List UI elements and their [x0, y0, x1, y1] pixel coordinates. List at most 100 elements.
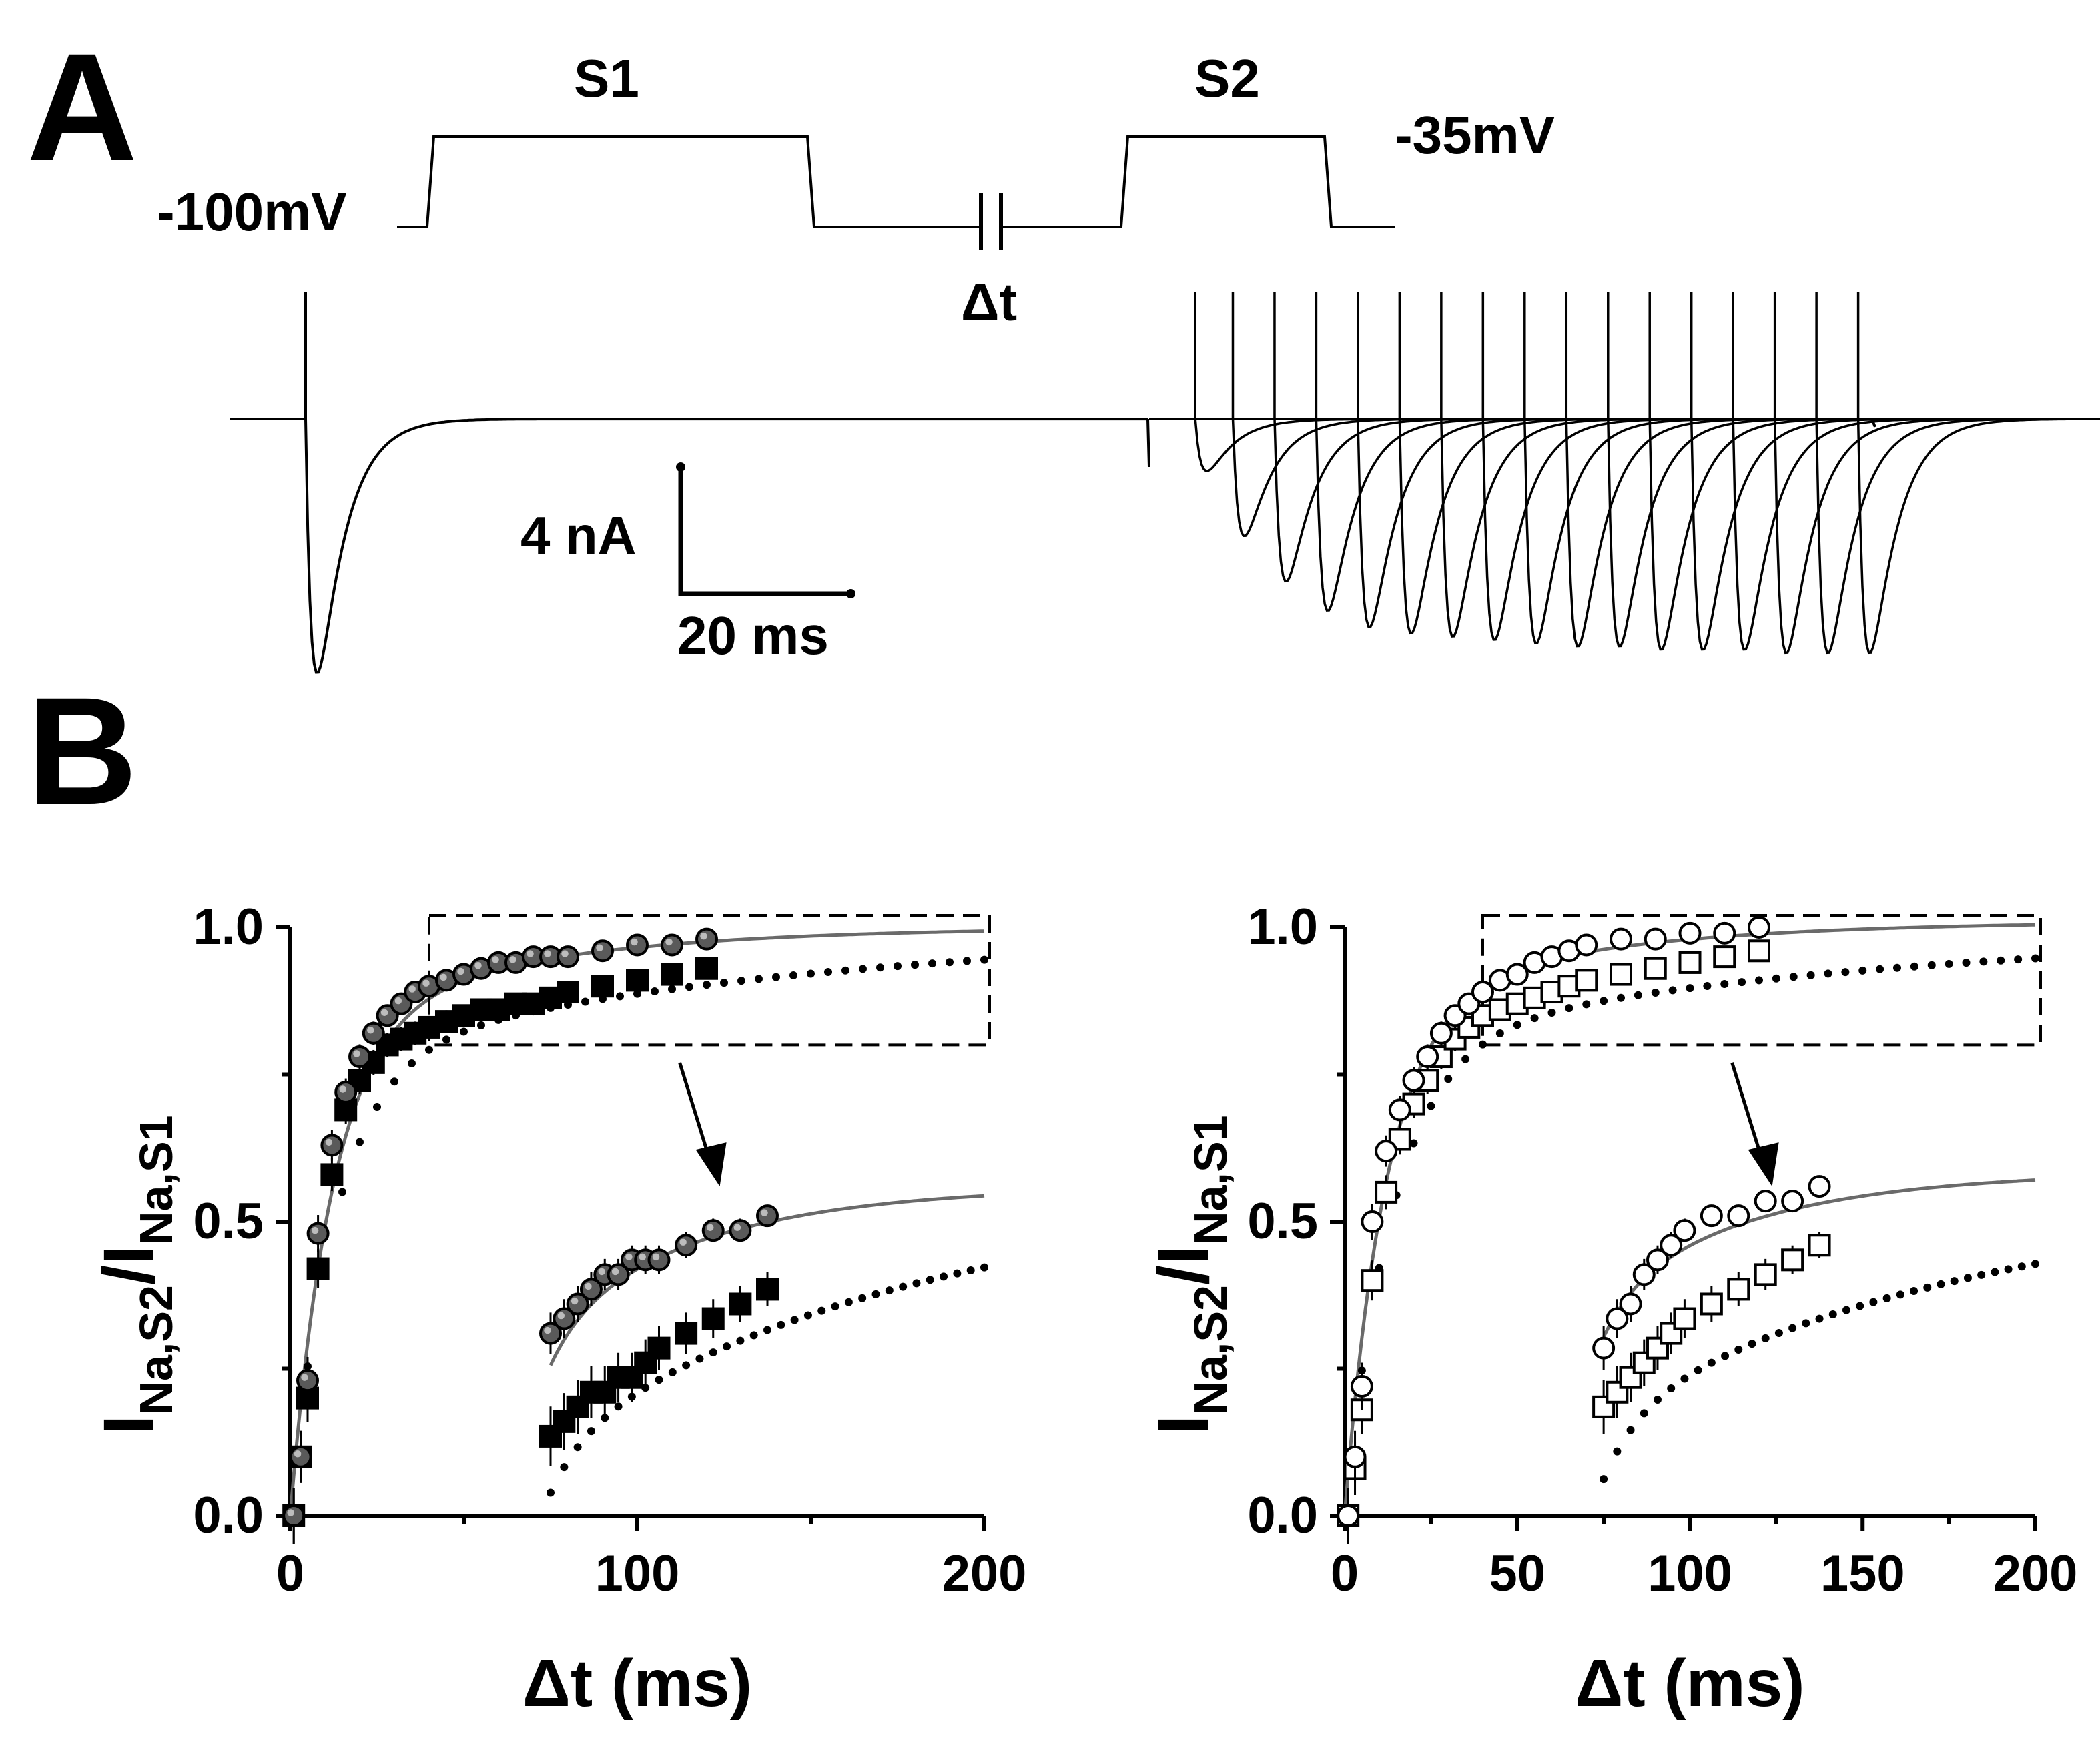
- inset-data-point: [1700, 1292, 1723, 1316]
- data-point: [1337, 1504, 1360, 1527]
- inset-data-point-highlight: [611, 1268, 619, 1276]
- y-tick-label: 0.5: [193, 1193, 264, 1250]
- inset-fit-curve-dot: [1882, 1294, 1891, 1302]
- fit-curve-dot: [1427, 1102, 1435, 1110]
- data-point-highlight: [544, 950, 551, 957]
- y-axis-label: INa,S2/INa,S1: [1142, 1115, 1237, 1434]
- voltage-protocol: [397, 135, 1395, 228]
- x-axis-label: Δt (ms): [1575, 1646, 1804, 1721]
- data-point: [1388, 1098, 1411, 1122]
- data-point: [296, 1369, 319, 1392]
- inset-fit-curve-dot: [2031, 1260, 2039, 1268]
- inset-fit-curve-dot: [1748, 1340, 1756, 1348]
- data-point: [1416, 1045, 1439, 1069]
- zoom-box: [1481, 914, 2042, 1047]
- interval-label: Δt: [961, 272, 1017, 332]
- inset-data-point-highlight: [733, 1224, 741, 1231]
- inset-data-point-highlight: [598, 1268, 605, 1276]
- data-point: [334, 1080, 358, 1104]
- data-point-highlight: [596, 944, 603, 952]
- inset-data-point-highlight: [639, 1253, 646, 1261]
- x-tick-label: 100: [595, 1545, 680, 1602]
- fit-curve-dot: [876, 963, 884, 972]
- zoom-arrow-head: [695, 1142, 727, 1187]
- data-point: [1748, 916, 1770, 939]
- y-axis-label-part: I: [88, 1415, 169, 1435]
- fit-curve-dot: [1720, 979, 1729, 988]
- inset-data-point: [675, 1322, 698, 1345]
- inset-data-point: [1632, 1263, 1656, 1286]
- data-point-highlight: [561, 950, 569, 957]
- data-point-highlight: [380, 1009, 388, 1017]
- fit-curve-dot: [1634, 991, 1642, 999]
- y-tick-label: 1.0: [193, 899, 264, 955]
- inset-data-point: [701, 1219, 725, 1242]
- data-point: [1505, 963, 1529, 986]
- y-axis-label: INa,S2/INa,S1: [88, 1115, 182, 1434]
- inset-data-point: [1754, 1190, 1777, 1213]
- data-point: [1361, 1210, 1384, 1233]
- y-axis-label-part: /: [88, 1265, 169, 1285]
- inset-fit-curve-dot: [709, 1348, 717, 1357]
- fit-curve-dot: [390, 1077, 398, 1086]
- inset-data-point-highlight: [679, 1238, 687, 1246]
- inset-data-point: [756, 1278, 779, 1301]
- y-axis-label-part: Na,S2: [1184, 1285, 1237, 1415]
- data-point-highlight: [527, 950, 534, 957]
- s2-current-trace: [1856, 292, 2100, 655]
- inset-fit-curve-dot: [641, 1384, 650, 1392]
- data-point: [1678, 921, 1702, 945]
- inset-fit-curve-dot: [926, 1276, 934, 1284]
- inset-data-point: [1727, 1278, 1750, 1301]
- inset-fit-curve-dot: [1896, 1290, 1904, 1299]
- data-point: [282, 1504, 306, 1527]
- inset-fit-curve-dot: [885, 1286, 894, 1295]
- fit-curve-dot: [460, 1027, 468, 1036]
- inset-fit-curve-dot: [695, 1354, 704, 1363]
- inset-data-point-highlight: [557, 1312, 565, 1320]
- data-point: [1610, 963, 1632, 986]
- data-point: [1575, 969, 1598, 992]
- fit-curve-dot: [720, 979, 728, 987]
- data-point: [1402, 1069, 1425, 1092]
- fit-curve-dot: [755, 975, 763, 983]
- inset-data-point: [1808, 1234, 1831, 1257]
- x-tick-label: 50: [1489, 1545, 1545, 1602]
- x-tick-label: 0: [1331, 1545, 1359, 1602]
- inset-fit-curve-dot: [1950, 1277, 1959, 1286]
- fit-curve-dot: [859, 965, 867, 973]
- data-point: [1610, 927, 1632, 951]
- x-tick-label: 200: [942, 1545, 1027, 1602]
- inset-data-point: [1727, 1204, 1750, 1228]
- inset-fit-curve-dot: [1774, 1329, 1783, 1338]
- scale-bar-time-label: 20 ms: [677, 606, 829, 665]
- y-axis-label-part: /: [1142, 1265, 1223, 1285]
- scale-bar-current-label: 4 nA: [520, 506, 636, 565]
- inset-data-point: [1673, 1219, 1696, 1242]
- fit-curve-dot: [1444, 1075, 1453, 1083]
- data-point-highlight: [509, 956, 516, 963]
- scale-bar-end-right: [846, 589, 855, 598]
- zoom-arrow-head: [1748, 1142, 1779, 1187]
- data-point-highlight: [408, 985, 416, 993]
- fit-curve-dot: [1409, 1139, 1418, 1148]
- fit-curve-dot: [1530, 1014, 1539, 1023]
- fit-curve-dot: [1876, 965, 1884, 973]
- fit-curve-dot: [1927, 961, 1936, 969]
- data-point-highlight: [631, 938, 638, 946]
- data-point: [320, 1134, 344, 1157]
- fit-curve-dot: [1789, 973, 1798, 981]
- fit-curve-dot: [1479, 1040, 1487, 1049]
- x-tick-label: 200: [1993, 1545, 2078, 1602]
- fit-curve-dot: [1997, 956, 2005, 965]
- data-point-highlight: [353, 1050, 360, 1057]
- inset-fit-curve-dot: [2004, 1265, 2013, 1274]
- fit-curve-dot: [373, 1102, 381, 1111]
- fit-curve-dot: [1962, 959, 1971, 967]
- data-point: [1375, 1140, 1398, 1163]
- inset-data-point: [756, 1204, 779, 1228]
- fit-curve-dot: [1668, 986, 1677, 995]
- data-point: [626, 969, 649, 992]
- inset-data-point: [1781, 1190, 1804, 1213]
- inset-fit-curve-dot: [1653, 1395, 1662, 1404]
